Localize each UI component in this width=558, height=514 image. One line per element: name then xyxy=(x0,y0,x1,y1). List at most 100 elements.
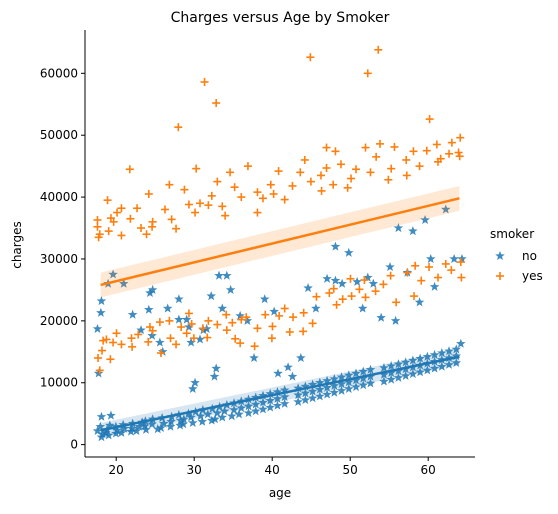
data-point-yes xyxy=(375,139,384,148)
data-point-yes xyxy=(228,318,237,327)
data-point-yes xyxy=(213,177,222,186)
data-point-no xyxy=(429,281,440,291)
data-point-yes xyxy=(425,263,434,272)
data-point-no xyxy=(437,361,447,371)
x-tick-label: 60 xyxy=(421,463,436,477)
legend-items: no yes xyxy=(495,249,543,283)
data-point-no xyxy=(444,352,454,363)
data-point-no xyxy=(451,357,462,367)
data-point-yes xyxy=(402,155,411,164)
data-point-no xyxy=(118,278,129,288)
data-point-yes xyxy=(237,315,246,324)
data-point-no xyxy=(357,303,368,313)
data-point-no xyxy=(96,307,106,317)
data-point-yes xyxy=(157,349,166,358)
data-point-yes xyxy=(137,224,146,233)
data-point-no xyxy=(414,297,425,307)
data-point-no xyxy=(197,416,208,426)
data-point-no xyxy=(272,400,283,410)
data-point-no xyxy=(217,303,228,313)
data-point-yes xyxy=(322,143,331,152)
data-point-no xyxy=(311,303,321,313)
data-point-yes xyxy=(331,147,340,156)
data-point-no xyxy=(97,429,108,439)
data-point-no xyxy=(363,272,373,282)
data-point-yes xyxy=(133,204,142,213)
data-point-no xyxy=(273,368,283,378)
data-point-yes xyxy=(447,266,456,275)
data-point-yes xyxy=(258,194,267,203)
data-point-yes xyxy=(144,189,153,198)
data-point-no xyxy=(195,334,205,344)
data-point-yes xyxy=(275,311,284,320)
data-point-yes xyxy=(371,287,380,296)
chart-title: Charges versus Age by Smoker xyxy=(171,10,390,26)
data-point-yes xyxy=(384,175,393,184)
data-point-no xyxy=(229,404,239,415)
data-point-yes xyxy=(117,340,126,349)
data-point-yes xyxy=(165,316,174,325)
data-point-yes xyxy=(266,180,275,189)
data-point-no xyxy=(393,372,404,382)
data-point-no xyxy=(322,273,332,283)
data-point-yes xyxy=(189,334,198,343)
data-point-no xyxy=(400,370,411,380)
data-point-yes xyxy=(180,185,189,194)
data-point-no xyxy=(386,361,396,371)
y-tick-label: 10000 xyxy=(40,376,78,390)
data-point-yes xyxy=(102,335,111,344)
data-point-no xyxy=(211,363,221,373)
data-point-no xyxy=(368,278,379,288)
data-point-yes xyxy=(325,289,334,298)
data-point-no xyxy=(147,284,158,294)
x-tick-label: 40 xyxy=(265,463,280,477)
x-tick-label: 50 xyxy=(343,463,358,477)
data-point-no xyxy=(322,375,332,385)
data-point-no xyxy=(108,269,118,279)
data-point-no xyxy=(272,393,283,403)
data-point-no xyxy=(303,283,313,293)
data-point-no xyxy=(203,409,213,419)
y-tick-label: 20000 xyxy=(40,314,78,328)
regression-line-no xyxy=(100,355,460,432)
data-point-yes xyxy=(182,329,191,338)
data-point-yes xyxy=(280,195,289,204)
data-point-yes xyxy=(187,319,196,328)
data-point-no xyxy=(451,344,462,354)
data-point-yes xyxy=(166,334,175,343)
data-point-yes xyxy=(174,123,183,132)
data-point-no xyxy=(174,314,184,324)
data-point-no xyxy=(119,423,130,433)
data-point-yes xyxy=(329,284,338,293)
data-point-no xyxy=(422,365,433,375)
data-point-no xyxy=(217,412,228,422)
data-point-yes xyxy=(372,152,381,161)
data-point-yes xyxy=(296,168,305,177)
data-point-yes xyxy=(144,337,153,346)
data-point-no xyxy=(243,401,254,411)
data-point-yes xyxy=(379,280,388,289)
legend-title: smoker xyxy=(490,227,534,241)
data-point-yes xyxy=(134,330,143,339)
data-point-no xyxy=(174,294,184,304)
data-point-no xyxy=(227,411,237,421)
regression-line-yes xyxy=(100,197,460,287)
data-point-yes xyxy=(445,149,454,158)
data-point-no xyxy=(390,315,401,325)
data-point-no xyxy=(272,387,283,397)
data-point-no xyxy=(283,362,293,372)
series-no xyxy=(92,204,467,442)
data-point-no xyxy=(144,304,154,314)
data-point-yes xyxy=(230,183,239,192)
data-point-no xyxy=(293,390,303,400)
data-point-no xyxy=(225,284,236,294)
x-axis-label: age xyxy=(269,486,291,500)
data-point-no xyxy=(145,288,155,298)
data-point-no xyxy=(184,322,194,332)
data-point-no xyxy=(386,374,396,384)
data-point-yes xyxy=(203,333,212,342)
data-point-no xyxy=(293,383,303,393)
data-point-yes xyxy=(402,171,411,180)
data-point-yes xyxy=(212,99,221,108)
